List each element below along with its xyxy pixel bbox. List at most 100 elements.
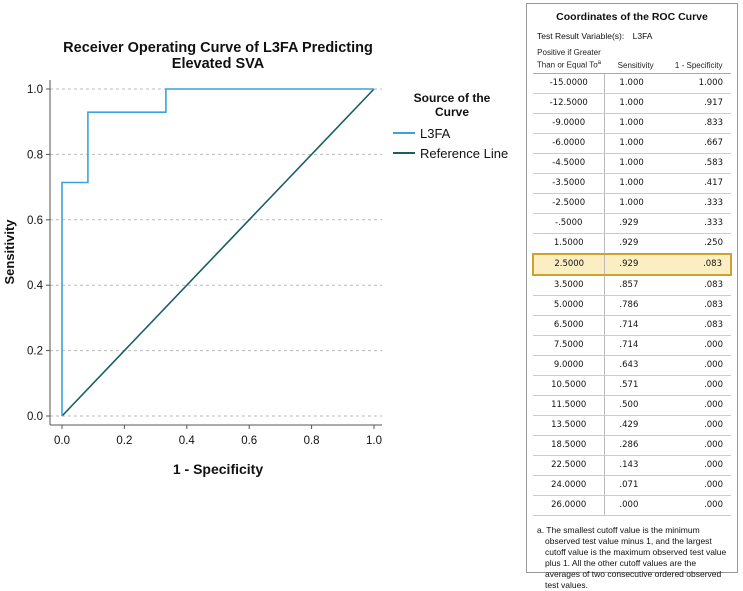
table-row: 9.0000.643.000 xyxy=(533,355,731,376)
column-header-sensitivity: Sensitivity xyxy=(604,45,667,74)
table-row: -2.5000 1.000.333 xyxy=(533,193,731,214)
test-variable-label: Test Result Variable(s): xyxy=(537,31,625,41)
y-tick-label: 1.0 xyxy=(27,84,43,96)
table-row: 22.5000.143.000 xyxy=(533,455,731,476)
gridlines xyxy=(50,88,382,417)
cell-sensitivity: .286 xyxy=(604,435,667,456)
cell-1-minus-specificity: .000 xyxy=(666,415,731,436)
cell-sensitivity: .929 xyxy=(604,233,667,255)
legend-label-l3fa: L3FA xyxy=(420,126,451,141)
cell-1-minus-specificity: .000 xyxy=(666,375,731,396)
reference-line xyxy=(61,88,375,417)
cell-sensitivity: .786 xyxy=(604,295,667,316)
cell-sensitivity: .000 xyxy=(604,495,667,516)
cell-1-minus-specificity: .667 xyxy=(666,133,731,154)
roc-chart: Receiver Operating Curve of L3FA Predict… xyxy=(2,40,508,477)
cell-1-minus-specificity: 1.000 xyxy=(666,73,731,94)
cell-cutoff: 3.5000 xyxy=(533,274,606,296)
cell-cutoff: -12.5000 xyxy=(533,93,606,114)
chart-title-line-2: Elevated SVA xyxy=(172,56,265,72)
cell-sensitivity: 1.000 xyxy=(604,153,667,174)
x-tick-labels: 0.0 0.2 0.4 0.6 0.8 1.0 xyxy=(54,425,382,447)
cell-cutoff: 10.5000 xyxy=(533,375,606,396)
cell-cutoff: -6.0000 xyxy=(533,133,606,154)
cell-cutoff: 26.0000 xyxy=(533,495,606,516)
cell-cutoff: -3.5000 xyxy=(533,173,606,194)
x-tick-label: 0.4 xyxy=(179,435,196,447)
legend-label-reference-line: Reference Line xyxy=(420,146,508,161)
cell-1-minus-specificity: .083 xyxy=(666,252,732,276)
cell-1-minus-specificity: .000 xyxy=(666,455,731,476)
cell-sensitivity: 1.000 xyxy=(604,193,667,214)
table-row: 10.5000.571.000 xyxy=(533,375,731,396)
cell-1-minus-specificity: .250 xyxy=(666,233,731,255)
table-row: 7.5000.714.000 xyxy=(533,335,731,356)
y-tick-label: 0.8 xyxy=(27,149,43,161)
table-row: 3.5000.857.083 xyxy=(533,274,731,296)
x-tick-label: 0.0 xyxy=(54,435,70,447)
cell-1-minus-specificity: .083 xyxy=(666,274,731,296)
roc-coordinates-table-panel: Coordinates of the ROC Curve Test Result… xyxy=(526,3,738,590)
legend: Source of the Curve L3FA Reference Line xyxy=(393,91,508,161)
table-row: 6.5000.714.083 xyxy=(533,315,731,336)
cell-cutoff: 13.5000 xyxy=(533,415,606,436)
table-row: 18.5000.286.000 xyxy=(533,435,731,456)
cell-cutoff: 11.5000 xyxy=(533,395,606,416)
cell-cutoff: 1.5000 xyxy=(533,233,606,255)
cell-cutoff: -4.5000 xyxy=(533,153,606,174)
x-tick-label: 0.8 xyxy=(304,435,320,447)
table-row: 2.5000.929.083 xyxy=(532,252,732,276)
column-header-1-minus-specificity: 1 - Specificity xyxy=(666,45,731,74)
cell-sensitivity: .500 xyxy=(604,395,667,416)
cell-sensitivity: .929 xyxy=(604,213,667,234)
legend-title-line-2: Curve xyxy=(435,105,469,119)
cell-1-minus-specificity: .333 xyxy=(666,213,731,234)
cell-cutoff: -9.0000 xyxy=(533,113,606,134)
table-row: 1.5000.929.250 xyxy=(533,233,731,255)
cell-1-minus-specificity: .000 xyxy=(666,355,731,376)
cell-sensitivity: .714 xyxy=(604,335,667,356)
table-row: 5.0000.786.083 xyxy=(533,295,731,316)
cell-1-minus-specificity: .083 xyxy=(666,315,731,336)
cell-1-minus-specificity: .000 xyxy=(666,495,731,516)
cell-sensitivity: .571 xyxy=(604,375,667,396)
l3fa-roc-curve xyxy=(61,88,374,416)
table-footnote: a. The smallest cutoff value is the mini… xyxy=(537,524,727,590)
x-tick-label: 1.0 xyxy=(366,435,382,447)
cell-sensitivity: 1.000 xyxy=(604,73,667,94)
cell-sensitivity: .857 xyxy=(604,274,667,296)
table-row: -3.5000 1.000.417 xyxy=(533,173,731,194)
cell-cutoff: -2.5000 xyxy=(533,193,606,214)
table-row: 13.5000.429.000 xyxy=(533,415,731,436)
cell-1-minus-specificity: .917 xyxy=(666,93,731,114)
footnote-marker: a xyxy=(597,60,602,66)
test-variable-value: L3FA xyxy=(632,31,653,41)
y-tick-label: 0.0 xyxy=(27,411,43,423)
cell-sensitivity: .929 xyxy=(604,252,667,276)
column-header-cutoff-text: Positive if Greater Than or Equal To xyxy=(536,48,601,70)
x-tick-label: 0.2 xyxy=(116,435,132,447)
cell-cutoff: -15.0000 xyxy=(533,73,606,94)
cell-1-minus-specificity: .083 xyxy=(666,295,731,316)
chart-title-line-1: Receiver Operating Curve of L3FA Predict… xyxy=(63,40,373,56)
table-title: Coordinates of the ROC Curve xyxy=(556,11,708,23)
series-lines xyxy=(61,88,375,417)
y-tick-label: 0.6 xyxy=(27,215,43,227)
roc-coordinates-table: Positive if Greater Than or Equal Toa Se… xyxy=(532,45,732,516)
cell-1-minus-specificity: .833 xyxy=(666,113,731,134)
y-axis-label: Sensitivity xyxy=(2,219,17,285)
cell-cutoff: 18.5000 xyxy=(533,435,606,456)
cell-1-minus-specificity: .583 xyxy=(666,153,731,174)
column-header-cutoff: Positive if Greater Than or Equal Toa xyxy=(533,45,605,74)
table-body: -15.0000 1.000 1.000 -12.5000 1.000.917 -9.00… xyxy=(532,73,732,516)
cell-sensitivity: .143 xyxy=(604,455,667,476)
cell-1-minus-specificity: .417 xyxy=(666,173,731,194)
cell-1-minus-specificity: .000 xyxy=(666,475,731,496)
table-row: -9.0000 1.000.833 xyxy=(533,113,731,134)
cell-cutoff: 9.0000 xyxy=(533,355,606,376)
cell-sensitivity: 1.000 xyxy=(604,113,667,134)
cell-1-minus-specificity: .000 xyxy=(666,435,731,456)
x-tick-label: 0.6 xyxy=(241,435,257,447)
y-tick-labels: 0.0 0.2 0.4 0.6 0.8 1.0 xyxy=(27,84,50,423)
cell-sensitivity: 1.000 xyxy=(604,173,667,194)
